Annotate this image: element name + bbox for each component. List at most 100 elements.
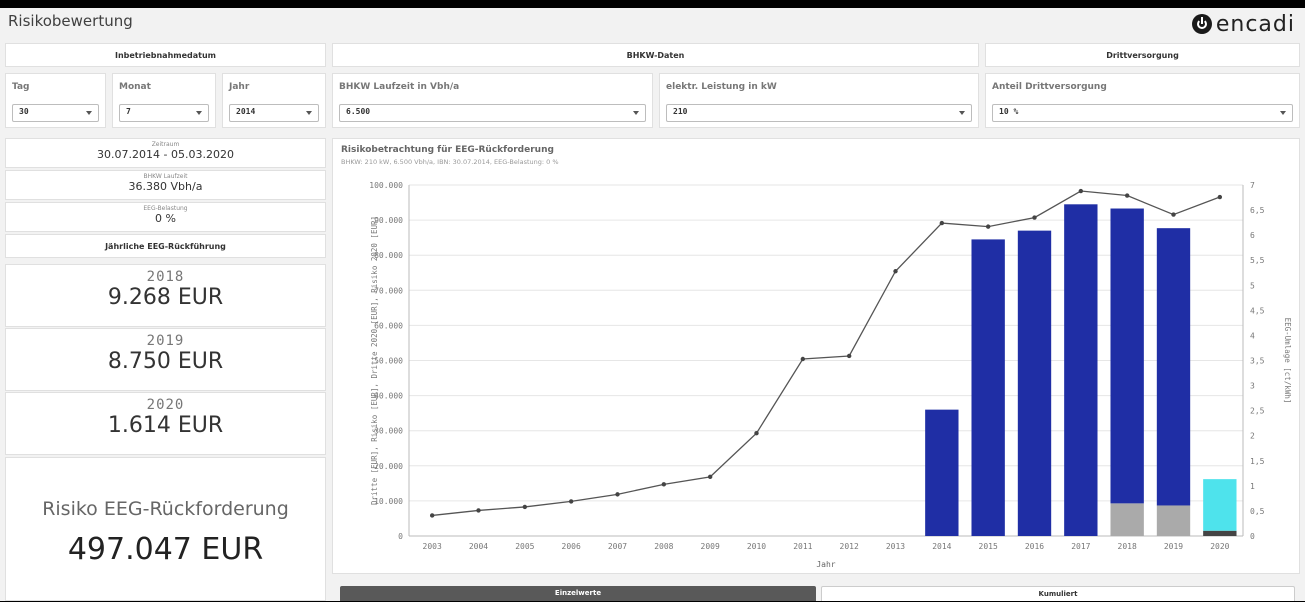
risk-total-label: Risiko EEG-Rückforderung [42, 498, 289, 520]
y-axis-title: Dritte [EUR], Risiko [EUR], Dritte 2020 … [370, 216, 379, 505]
section-header-inbetriebnahme: Inbetriebnahmedatum [5, 43, 326, 67]
y-tick-label: 30.000 [374, 427, 403, 436]
line-point [615, 492, 620, 497]
y-tick-label: 0 [398, 532, 403, 541]
x-tick-label: 2006 [562, 542, 581, 551]
anteil-dropdown[interactable]: 10 % [992, 104, 1293, 122]
filter-laufzeit-label: BHKW Laufzeit in Vbh/a [339, 82, 460, 92]
chevron-down-icon [86, 111, 92, 115]
bar [1064, 204, 1098, 536]
line-point [939, 220, 945, 226]
filter-monat: Monat 7 [112, 73, 216, 128]
tab-kumuliert[interactable]: Kumuliert [821, 586, 1295, 601]
y-tick-label: 20.000 [374, 462, 403, 471]
line-point [1032, 215, 1037, 220]
risk-total-value: 497.047 EUR [67, 532, 264, 567]
y-right-tick-label: 5 [1250, 281, 1255, 290]
laufzeit-value: 6.500 [346, 107, 371, 116]
logo-text: encadi [1215, 11, 1295, 37]
x-tick-label: 2009 [701, 542, 720, 551]
x-tick-label: 2011 [793, 542, 812, 551]
x-tick-label: 2019 [1164, 542, 1183, 551]
x-tick-label: 2018 [1118, 542, 1137, 551]
tab-einzelwerte[interactable]: Einzelwerte [340, 586, 816, 601]
monat-value: 7 [126, 107, 131, 116]
y-tick-label: 10.000 [374, 497, 403, 506]
line-point [429, 513, 435, 518]
power-icon [1191, 14, 1212, 34]
line-point [476, 508, 481, 513]
kpi-eeg-belastung: EEG-Belastung 0 % [5, 202, 326, 232]
x-tick-label: 2004 [469, 542, 488, 551]
y-right-tick-label: 7 [1250, 181, 1255, 190]
jahr-value: 2014 [236, 107, 256, 116]
y-tick-label: 40.000 [374, 392, 403, 401]
chart-title: Risikobetrachtung für EEG-Rückforderung [341, 145, 554, 155]
line-point [800, 356, 806, 362]
eeg-umlage-line [432, 190, 1221, 517]
line-point [661, 482, 667, 487]
leistung-dropdown[interactable]: 210 [666, 104, 972, 122]
chevron-down-icon [306, 111, 312, 115]
kpi-laufzeit-value: 36.380 Vbh/a [128, 180, 203, 193]
y-tick-label: 70.000 [374, 286, 403, 295]
x-tick-label: 2007 [608, 542, 627, 551]
filter-jahr-label: Jahr [229, 82, 250, 92]
x-axis-title: Jahr [816, 560, 835, 569]
y-tick-label: 80.000 [374, 251, 403, 260]
x-tick-label: 2016 [1025, 542, 1044, 551]
kpi-zeitraum: Zeitraum 30.07.2014 - 05.03.2020 [5, 138, 326, 168]
monat-dropdown[interactable]: 7 [119, 104, 209, 122]
chart-subtitle: BHKW: 210 kW, 6.500 Vbh/a, IBN: 30.07.20… [341, 158, 559, 166]
section-header-bhkw: BHKW-Daten [332, 43, 979, 67]
page-title: Risikobewertung [8, 12, 133, 30]
line-point [754, 431, 759, 436]
filter-jahr: Jahr 2014 [222, 73, 326, 128]
x-tick-label: 2008 [654, 542, 673, 551]
y-right-tick-label: 4,5 [1250, 306, 1265, 315]
risk-chart[interactable]: 0 10.000 20.000 30.000 40.000 50.000 60.000 70.… [333, 139, 1299, 573]
line-point [568, 499, 574, 504]
title-bar: Risikobewertung encadi [0, 8, 1305, 40]
y-right-tick-label: 3 [1250, 382, 1255, 391]
filter-tag-label: Tag [12, 82, 30, 92]
annual-header: Jährliche EEG-Rückführung [5, 234, 326, 258]
jahr-dropdown[interactable]: 2014 [229, 104, 319, 122]
bar [1110, 208, 1144, 504]
y-right-axis-title: EEG-Umlage [ct/kWh] [1283, 318, 1292, 404]
y-right-tick-label: 0,5 [1250, 507, 1265, 516]
y-right-tick-label: 6 [1250, 231, 1255, 240]
y-tick-label: 100.000 [369, 181, 403, 190]
laufzeit-dropdown[interactable]: 6.500 [339, 104, 646, 122]
bar [1110, 503, 1144, 536]
filter-monat-label: Monat [119, 82, 151, 92]
bar [1017, 230, 1052, 536]
y-right-tick-label: 4 [1250, 331, 1255, 340]
y-right-tick-label: 1,5 [1250, 457, 1265, 466]
chevron-down-icon [633, 111, 639, 115]
line-point [1124, 193, 1130, 198]
line-point [707, 474, 713, 480]
brand-logo: encadi [1191, 11, 1295, 37]
annual-amount: 9.268 EUR [107, 285, 224, 310]
annual-amount: 1.614 EUR [107, 413, 224, 438]
tag-dropdown[interactable]: 30 [12, 104, 99, 122]
filter-tag: Tag 30 [5, 73, 106, 128]
y-right-tick-label: 1 [1250, 482, 1255, 491]
chevron-down-icon [1280, 111, 1286, 115]
bar [971, 239, 1005, 536]
bar [1203, 530, 1237, 536]
leistung-value: 210 [673, 107, 688, 116]
annual-year: 2018 [146, 269, 185, 285]
filter-leistung: elektr. Leistung in kW 210 [659, 73, 979, 128]
x-tick-label: 2010 [747, 542, 766, 551]
x-tick-label: 2015 [979, 542, 998, 551]
x-tick-label: 2005 [515, 542, 534, 551]
y-tick-label: 90.000 [374, 216, 403, 225]
line-point [1078, 188, 1084, 194]
y-tick-label: 50.000 [374, 357, 403, 366]
risk-chart-panel: Risikobetrachtung für EEG-Rückforderung … [332, 138, 1300, 574]
x-tick-label: 2003 [423, 542, 442, 551]
y-right-tick-label: 2,5 [1250, 407, 1265, 416]
filter-anteil: Anteil Drittversorgung 10 % [985, 73, 1300, 128]
